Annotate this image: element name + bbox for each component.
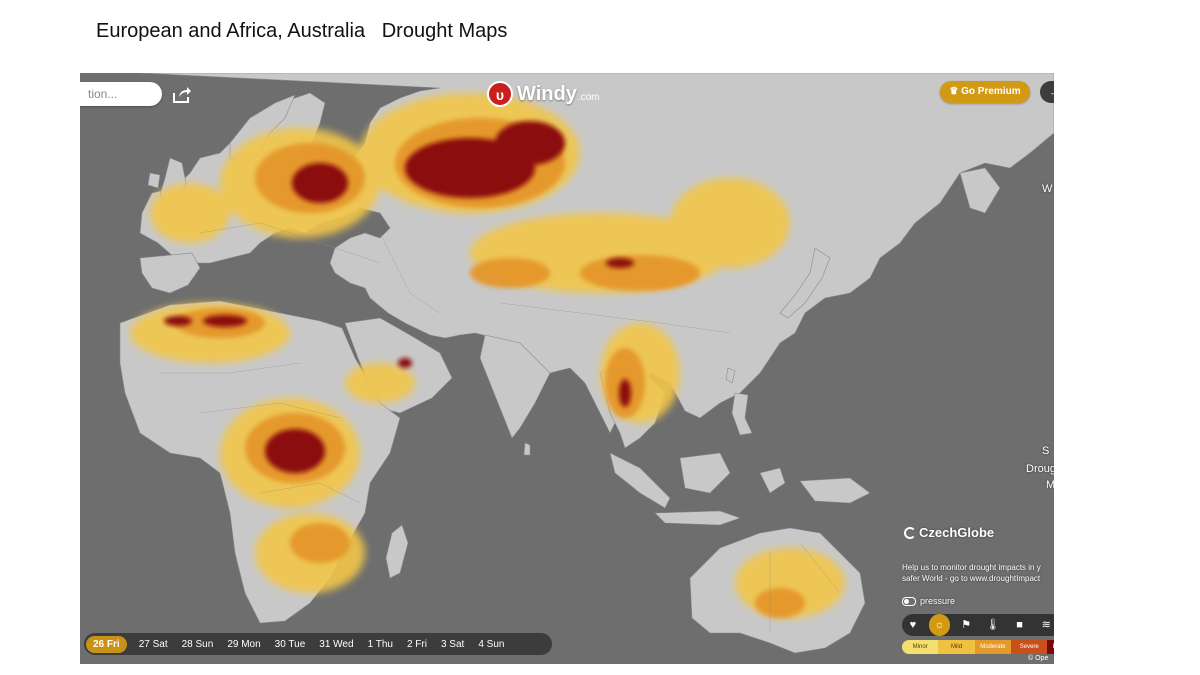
legend-moderate: Moderate	[974, 640, 1012, 654]
go-premium-label: Go Premium	[961, 86, 1021, 97]
windy-brand-name: Windy	[517, 82, 577, 105]
help-text-line2[interactable]: safer World - go to www.droughtImpact	[902, 574, 1041, 583]
edge-text-s: S	[1042, 445, 1050, 457]
crown-icon: ♛	[949, 86, 962, 97]
thermometer-icon[interactable]: 🌡	[985, 619, 1000, 631]
timeline-day[interactable]: 26 Fri	[86, 635, 127, 653]
czechglobe-logo[interactable]: CzechGlobe	[904, 525, 994, 540]
slide-title: European and Africa, Australia Drought M…	[96, 20, 508, 42]
heart-icon[interactable]: ♥	[909, 619, 917, 631]
timeline-day[interactable]: 28 Sun	[181, 638, 214, 650]
overlay-selector[interactable]: ♥ ☼ ⚑ 🌡 ■ ≋	[902, 614, 1054, 636]
search-input[interactable]: tion...	[80, 82, 162, 106]
go-premium-button[interactable]: ♛ Go Premium	[940, 81, 1030, 103]
legend-minor: Minor	[902, 640, 939, 654]
help-text: Help us to monitor drought impacts in y …	[902, 562, 1054, 584]
drought-overlay	[130, 93, 845, 618]
wind-icon[interactable]: ≋	[1041, 619, 1051, 631]
help-text-line1: Help us to monitor drought impacts in y	[902, 563, 1041, 572]
drought-icon[interactable]: ☼	[928, 614, 951, 636]
map-canvas[interactable]	[80, 73, 1054, 664]
legend-severe: Severe	[1011, 640, 1048, 654]
czechglobe-ring-icon	[904, 526, 916, 539]
timeline-day[interactable]: 4 Sun	[478, 638, 505, 650]
edge-text-w: W	[1042, 183, 1053, 195]
pressure-toggle[interactable]: pressure	[902, 596, 955, 606]
legend-mild: Mild	[938, 640, 975, 654]
edge-text-m: M	[1046, 479, 1054, 491]
pressure-label: pressure	[920, 596, 956, 606]
windy-logo[interactable]: ᴜ Windy .com	[487, 79, 600, 109]
legend-extreme: E	[1047, 640, 1054, 654]
border-lines	[160, 222, 841, 633]
timeline-day[interactable]: 2 Fri	[406, 638, 427, 650]
windy-brand-suffix: .com	[577, 91, 600, 103]
share-icon[interactable]	[172, 86, 192, 104]
edge-text-drought: Drough	[1026, 463, 1054, 475]
timeline-day[interactable]: 29 Mon	[227, 638, 261, 650]
timeline-day[interactable]: 30 Tue	[274, 638, 306, 650]
czechglobe-name: CzechGlobe	[919, 525, 995, 540]
drought-map[interactable]: tion... ᴜ Windy .com ♛ Go Premium → W S …	[80, 73, 1054, 664]
timeline[interactable]: 26 Fri 27 Sat 28 Sun 29 Mon 30 Tue 31 We…	[84, 633, 552, 655]
toggle-switch-icon	[902, 596, 916, 606]
windy-logo-icon: ᴜ	[487, 81, 513, 107]
camera-icon[interactable]: ■	[1016, 619, 1023, 631]
timeline-day[interactable]: 1 Thu	[367, 638, 393, 650]
timeline-day[interactable]: 27 Sat	[138, 638, 168, 650]
copyright-text[interactable]: © Ope	[1028, 655, 1049, 662]
timeline-day[interactable]: 3 Sat	[440, 638, 465, 650]
timeline-day[interactable]: 31 Wed	[319, 638, 354, 650]
menu-toggle-button[interactable]: →	[1040, 81, 1054, 103]
drought-legend: Minor Mild Moderate Severe E	[902, 640, 1054, 654]
flag-icon[interactable]: ⚑	[961, 619, 972, 631]
arrow-icon: →	[1049, 84, 1055, 99]
